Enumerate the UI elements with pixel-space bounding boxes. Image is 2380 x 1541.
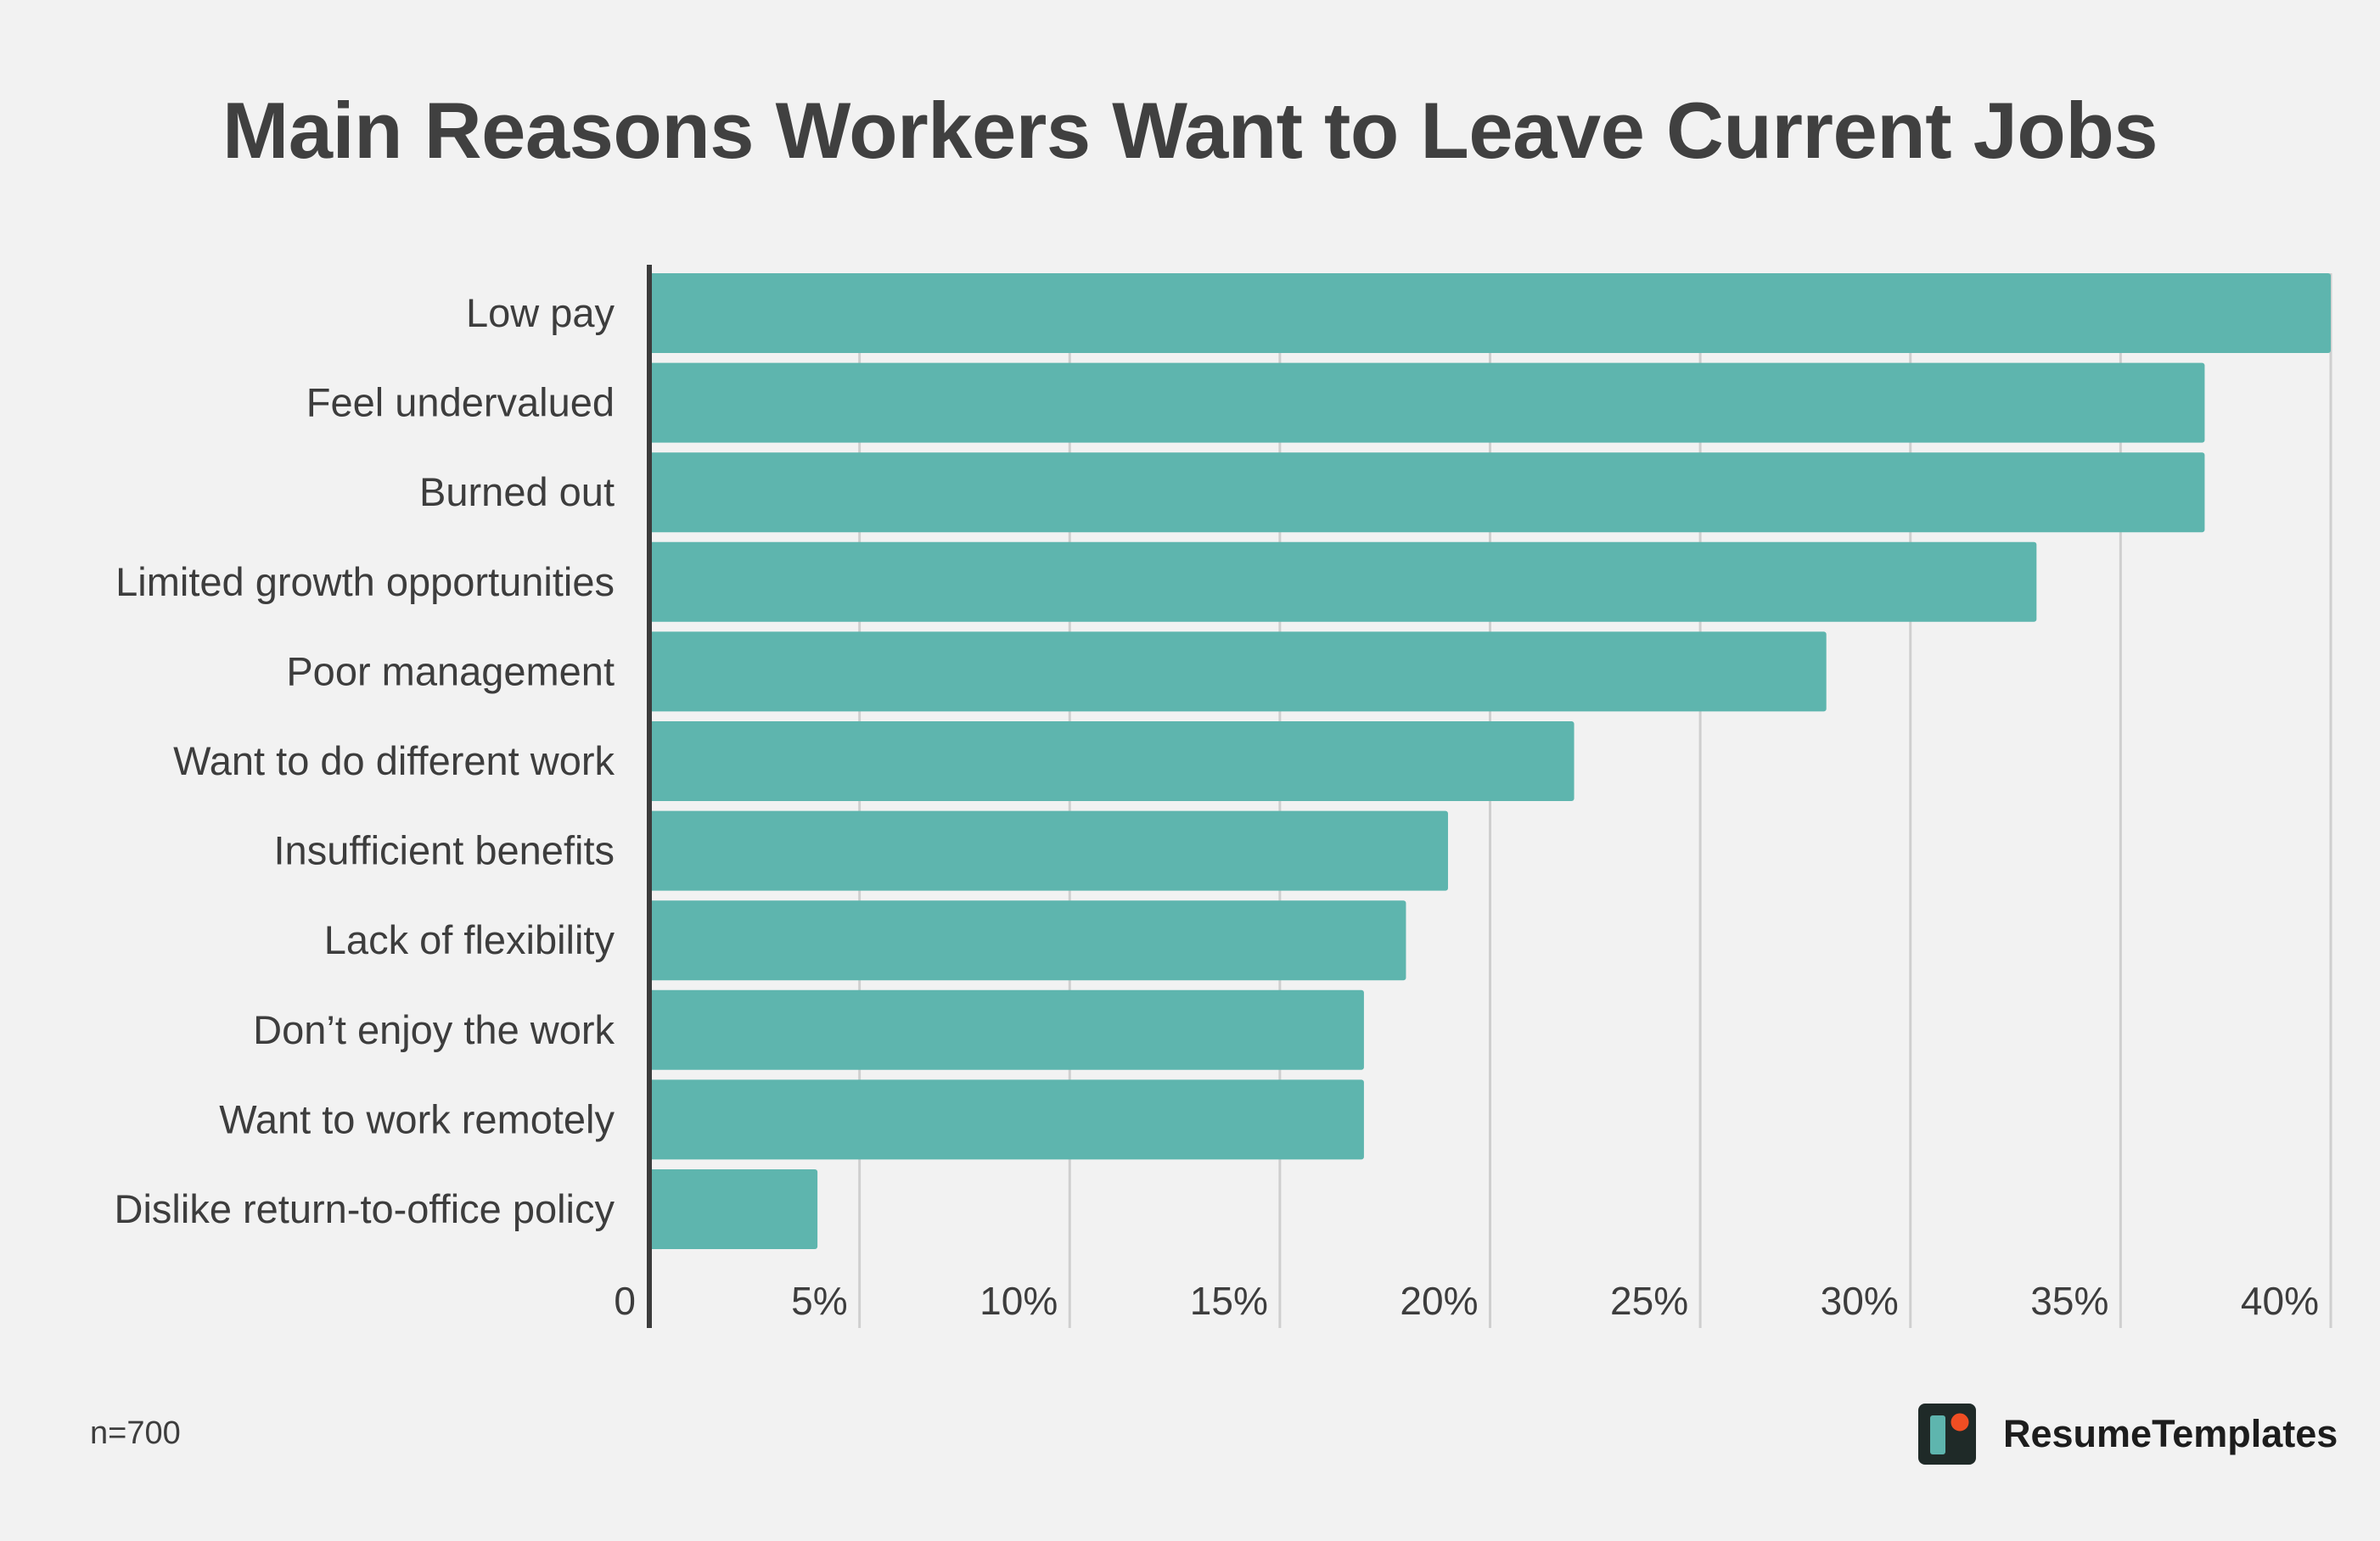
bar [649,631,1827,712]
category-label: Want to work remotely [219,1096,615,1141]
bar [649,452,2205,533]
category-label: Want to do different work [173,738,615,783]
category-label: Poor management [286,648,615,693]
x-tick-label: 0 [614,1279,636,1323]
bar [649,1169,818,1249]
x-tick-label: 20% [1400,1279,1478,1323]
chart-title: Main Reasons Workers Want to Leave Curre… [222,86,2158,175]
bar [649,362,2205,443]
bar [649,900,1406,981]
x-tick-label: 5% [791,1279,847,1323]
x-tick-label: 30% [1821,1279,1899,1323]
x-tick-label: 40% [2241,1279,2319,1323]
x-tick-label: 15% [1190,1279,1268,1323]
category-label: Don’t enjoy the work [253,1007,615,1052]
resumetemplates-logo-icon [1918,1404,1976,1465]
brand-name: ResumeTemplates [2003,1412,2338,1455]
bar [649,273,2331,353]
category-label: Lack of flexibility [324,917,615,962]
bar [649,721,1575,801]
bar [649,989,1364,1070]
category-label: Limited growth opportunities [115,559,615,604]
category-label: Dislike return-to-office policy [115,1186,615,1231]
category-label: Burned out [419,469,615,514]
category-label: Low pay [466,290,615,335]
x-tick-label: 25% [1610,1279,1688,1323]
sample-size-note: n=700 [90,1415,181,1451]
category-label: Feel undervalued [306,380,615,425]
bar [649,1079,1364,1160]
x-tick-label: 10% [980,1279,1058,1323]
brand-logo: ResumeTemplates [1917,1402,2338,1466]
category-label: Insufficient benefits [274,828,615,873]
x-tick-label: 35% [2030,1279,2108,1323]
bar [649,810,1448,891]
bar [649,541,2037,622]
